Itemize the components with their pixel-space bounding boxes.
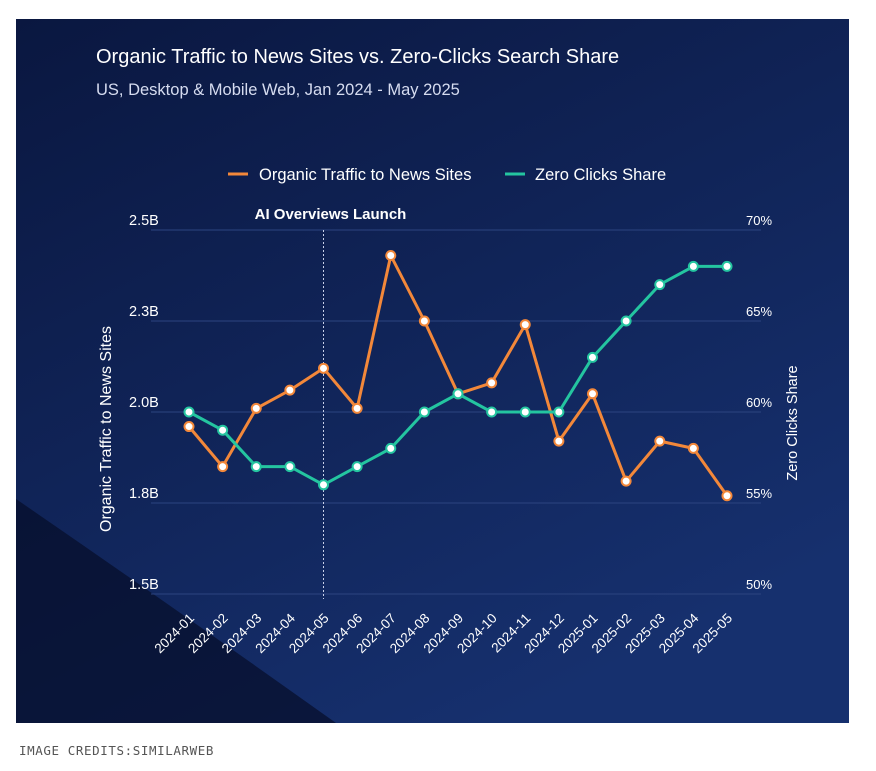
y-right-ticks: 50% 55% 60% 65% 70% bbox=[746, 213, 772, 592]
data-point-zero-clicks bbox=[654, 279, 666, 291]
background-shadow-shape bbox=[16, 499, 336, 723]
y-left-tick-label: 1.5B bbox=[129, 577, 159, 593]
data-point-organic bbox=[318, 362, 329, 374]
y-right-tick-label: 55% bbox=[746, 486, 772, 501]
data-point-zero-clicks bbox=[452, 388, 464, 400]
y-right-tick-label: 60% bbox=[746, 395, 772, 410]
data-point-organic bbox=[250, 402, 262, 414]
data-point-organic bbox=[418, 315, 430, 327]
y-right-axis-label: Zero Clicks Share bbox=[785, 365, 801, 480]
chart-figure: Organic Traffic to News Sites vs. Zero-C… bbox=[16, 19, 849, 723]
data-point-zero-clicks bbox=[519, 406, 531, 418]
series-layer bbox=[183, 249, 733, 502]
y-left-tick-label: 2.5B bbox=[129, 213, 159, 229]
data-point-organic bbox=[654, 435, 666, 447]
data-point-organic bbox=[351, 402, 363, 414]
data-point-organic bbox=[284, 384, 296, 396]
data-point-zero-clicks bbox=[553, 406, 565, 418]
y-right-tick-label: 70% bbox=[746, 213, 772, 228]
legend-label-zero-clicks: Zero Clicks Share bbox=[535, 166, 666, 184]
y-left-axis-label: Organic Traffic to News Sites bbox=[98, 326, 115, 532]
y-left-tick-label: 2.0B bbox=[129, 395, 159, 411]
legend-label-organic: Organic Traffic to News Sites bbox=[259, 166, 471, 184]
y-left-tick-label: 1.8B bbox=[129, 486, 159, 502]
data-point-zero-clicks bbox=[284, 461, 296, 473]
y-left-ticks: 1.5B 1.8B 2.0B 2.3B 2.5B bbox=[129, 213, 159, 593]
data-point-zero-clicks bbox=[587, 351, 598, 363]
data-point-organic bbox=[183, 421, 195, 433]
data-point-organic bbox=[486, 377, 498, 389]
data-point-zero-clicks bbox=[217, 424, 229, 436]
y-left-tick-label: 2.3B bbox=[129, 304, 159, 320]
data-point-zero-clicks bbox=[721, 260, 733, 272]
data-point-organic bbox=[721, 490, 733, 502]
data-point-zero-clicks bbox=[318, 479, 329, 491]
data-point-zero-clicks bbox=[418, 406, 430, 418]
data-point-organic bbox=[687, 442, 699, 454]
data-point-zero-clicks bbox=[385, 442, 397, 454]
image-credit: IMAGE CREDITS:SIMILARWEB bbox=[19, 743, 215, 758]
chart-title: Organic Traffic to News Sites vs. Zero-C… bbox=[96, 46, 619, 68]
y-right-tick-label: 65% bbox=[746, 304, 772, 319]
data-point-zero-clicks bbox=[183, 406, 195, 418]
annotation-label: AI Overviews Launch bbox=[255, 206, 407, 223]
data-point-organic bbox=[385, 249, 397, 261]
data-point-organic bbox=[519, 319, 531, 331]
y-right-tick-label: 50% bbox=[746, 577, 772, 592]
legend: Organic Traffic to News Sites Zero Click… bbox=[228, 166, 666, 184]
data-point-zero-clicks bbox=[687, 260, 699, 272]
data-point-zero-clicks bbox=[620, 315, 632, 327]
data-point-organic bbox=[217, 461, 229, 473]
data-point-zero-clicks bbox=[351, 461, 363, 473]
data-point-zero-clicks bbox=[250, 461, 262, 473]
annotation: AI Overviews Launch bbox=[255, 206, 407, 599]
chart-svg: Organic Traffic to News Sites vs. Zero-C… bbox=[16, 19, 849, 723]
data-point-organic bbox=[620, 475, 632, 487]
data-point-organic bbox=[587, 388, 598, 400]
chart-subtitle: US, Desktop & Mobile Web, Jan 2024 - May… bbox=[96, 81, 460, 99]
data-point-zero-clicks bbox=[486, 406, 498, 418]
data-point-organic bbox=[553, 435, 565, 447]
